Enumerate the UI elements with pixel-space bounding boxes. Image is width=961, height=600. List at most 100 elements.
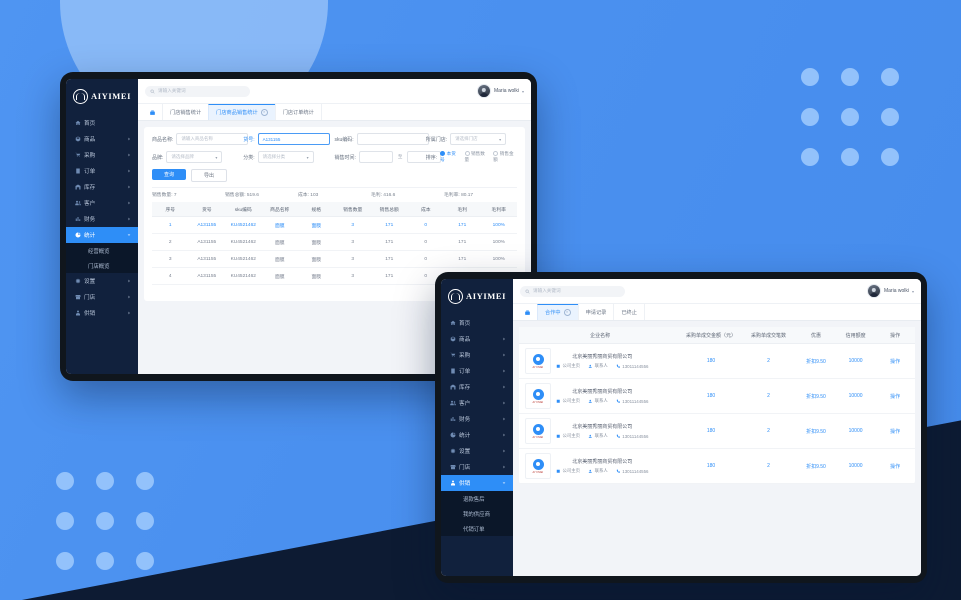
sidebar-item-4[interactable]: 库存 [441,379,513,395]
cell-action[interactable]: 操作 [875,413,915,449]
sidebar-subitem-0[interactable]: 经营概览 [66,243,138,258]
brand-select[interactable]: 请选择品牌 ▾ [166,151,223,163]
meta-0[interactable]: 公司主页 [556,468,580,474]
laptop-window-statistics: AIYIMEI 首页 商品 采购 订单 库存 客户 财务 统计 经营概览 门店概览 设置 门店 供销 请… [60,72,537,381]
store-select[interactable]: 请选择门店 ▾ [450,133,507,145]
meta-2[interactable]: 13011144556 [616,399,648,404]
sidebar-item-9[interactable]: 门店 [441,459,513,475]
sidebar-subitem-1[interactable]: 我的供应商 [441,506,513,521]
close-icon[interactable]: × [260,109,268,116]
search-icon [150,89,155,94]
tab-1[interactable]: 申请记录 [577,304,615,320]
close-icon[interactable]: × [563,309,571,316]
col-header-9: 毛利率 [480,202,517,217]
search-input[interactable]: 请输入关键词 [145,85,250,97]
main-window2: 请输入关键词 Maria wolki ▾ 合作中 × 申请记录 已终止 [513,279,921,576]
cell-action[interactable]: 操作 [875,378,915,414]
query-button[interactable]: 查询 [152,169,186,180]
sidebar-item-9[interactable]: 门店 [66,289,138,305]
warehouse-icon [450,384,456,390]
sidebar-item-8[interactable]: 设置 [441,443,513,459]
search-input[interactable]: 请输入关键词 [520,285,625,297]
sidebar-subitem-0[interactable]: 退款售后 [441,491,513,506]
home-icon [75,120,81,126]
sku-code-input[interactable] [356,133,429,145]
sidebar-item-8[interactable]: 设置 [66,273,138,289]
field-category: 分类: 请选择分类 ▾ [243,151,334,163]
sidebar-item-6[interactable]: 财务 [66,211,138,227]
cell-9: 100% [480,233,517,251]
item-no-input[interactable]: A131155 [257,133,330,145]
cell-action[interactable]: 操作 [875,448,915,484]
sidebar-item-7[interactable]: 统计 [441,427,513,443]
table-row[interactable]: 1 A131155 KU4521462 面膜 面膜 3 171 0 171 100% [152,216,517,234]
meta-2[interactable]: 13011144556 [616,364,648,369]
meta-2[interactable]: 13011144556 [616,434,648,439]
sidebar-subitem-2[interactable]: 代销订单 [441,521,513,536]
sort-option-2[interactable]: 销售金额 [493,151,517,163]
sidebar-item-5[interactable]: 客户 [66,195,138,211]
meta-0[interactable]: 公司主页 [556,398,580,404]
screen-2: AIYIMEI 首页 商品 采购 订单 库存 客户 财务 统计 设置 门店 供销 退款售后 我的供应商代… [441,279,921,576]
table-row[interactable]: 2 A131155 KU4521462 面膜 面膜 3 171 0 171 100% [152,233,517,251]
sidebar-item-10[interactable]: 供销 [441,475,513,491]
tab-1[interactable]: 门店商品销售统计 × [208,104,276,120]
sidebar-item-10[interactable]: 供销 [66,305,138,321]
finance-icon [450,416,456,422]
table-row[interactable]: AIYIMEI 北京美丽秀丽商贸有限公司 公司主页 联系人 13011144556 180… [519,378,915,414]
chevron-down-icon: ▾ [521,88,524,94]
cell-7: 0 [407,216,444,234]
sidebar-item-6[interactable]: 财务 [441,411,513,427]
col-header-5: 操作 [875,327,915,344]
table-row[interactable]: AIYIMEI 北京美丽秀丽商贸有限公司 公司主页 联系人 13011144556 180… [519,343,915,379]
sidebar-item-1[interactable]: 商品 [441,331,513,347]
sidebar-subitem-1[interactable]: 门店概览 [66,258,138,273]
sidebar-item-5[interactable]: 客户 [441,395,513,411]
tab-0[interactable]: 合作中 × [537,304,579,320]
sidebar-item-2[interactable]: 采购 [441,347,513,363]
homepage-icon [556,364,560,368]
col-header-0: 序号 [152,202,189,217]
meta-2[interactable]: 13011144556 [616,469,648,474]
export-button[interactable]: 导出 [191,169,227,182]
goods-name-label: 商品名称: [152,136,174,143]
category-select[interactable]: 请选择分类 ▾ [257,151,314,163]
cell-3: 面膜 [261,216,298,234]
goods-name-input[interactable]: 请输入商品名称 [176,133,249,145]
meta-1[interactable]: 联系人 [588,433,608,439]
user-menu[interactable]: Maria wolki ▾ [866,284,914,298]
tab-2[interactable]: 门店订单统计 [274,104,322,120]
meta-1[interactable]: 联系人 [588,468,608,474]
sidebar-item-3[interactable]: 订单 [441,363,513,379]
sidebar-item-0[interactable]: 首页 [441,315,513,331]
home-tab-icon[interactable] [142,104,162,120]
tabbar-window2: 合作中 × 申请记录 已终止 [513,304,921,321]
sidebar-item-3[interactable]: 订单 [66,163,138,179]
tab-2[interactable]: 已终止 [613,304,645,320]
sidebar-item-1[interactable]: 商品 [66,131,138,147]
table-row[interactable]: 3 A131155 KU4521462 面膜 面膜 3 171 0 171 100% [152,250,517,268]
meta-1[interactable]: 联系人 [588,363,608,369]
sidebar-item-2[interactable]: 采购 [66,147,138,163]
cell-company: AIYIMEI 北京美丽秀丽商贸有限公司 公司主页 联系人 13011144556 [519,413,682,449]
table-row[interactable]: AIYIMEI 北京美丽秀丽商贸有限公司 公司主页 联系人 13011144556 180… [519,448,915,484]
cell-1: A131155 [188,250,225,268]
sale-time-start-input[interactable] [358,151,393,163]
tab-list-window2: 合作中 × 申请记录 已终止 [537,304,645,320]
meta-0[interactable]: 公司主页 [556,433,580,439]
chevron-right-icon [502,385,506,389]
table-row[interactable]: AIYIMEI 北京美丽秀丽商贸有限公司 公司主页 联系人 13011144556 180… [519,413,915,449]
sort-option-1[interactable]: 销售数量 [465,151,489,163]
sidebar-item-7[interactable]: 统计 [66,227,138,243]
cell-count: 2 [740,343,797,379]
home-tab-icon[interactable] [517,304,537,320]
user-menu[interactable]: Maria wolki ▾ [476,84,524,98]
cell-action[interactable]: 操作 [875,343,915,379]
meta-1[interactable]: 联系人 [588,398,608,404]
sidebar-item-4[interactable]: 库存 [66,179,138,195]
meta-0[interactable]: 公司主页 [556,363,580,369]
sort-option-0[interactable]: 本货号 [440,151,459,163]
sidebar-item-0[interactable]: 首页 [66,115,138,131]
brand-logo-2: AIYIMEI [441,279,513,309]
tab-0[interactable]: 门店销售统计 [162,104,210,120]
